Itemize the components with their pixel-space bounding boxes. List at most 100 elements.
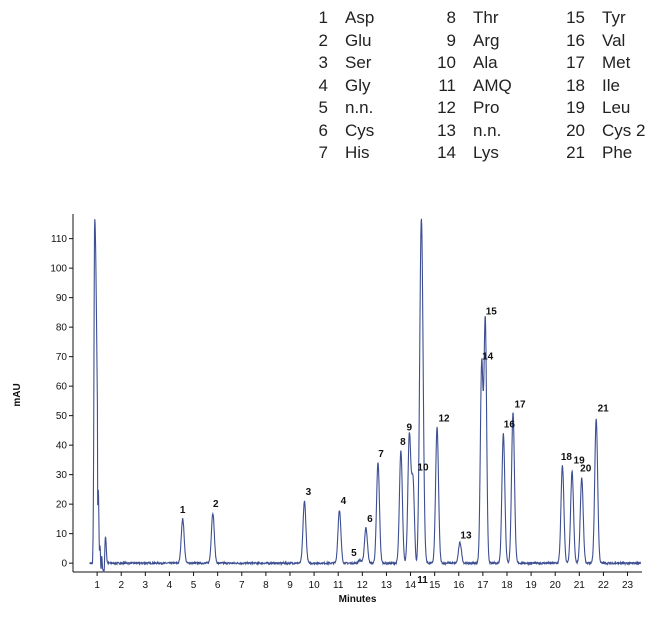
x-tick-label: 13 xyxy=(381,580,393,591)
y-tick-label: 0 xyxy=(61,559,67,570)
x-tick-label: 18 xyxy=(501,580,513,591)
legend-number: 21 xyxy=(566,143,585,162)
legend-amino-acid: Ala xyxy=(473,53,498,72)
x-tick-label: 2 xyxy=(118,580,124,591)
legend-amino-acid: AMQ xyxy=(473,75,512,95)
y-tick-label: 10 xyxy=(56,529,68,540)
legend-number: 14 xyxy=(437,143,456,162)
legend-amino-acid: Phe xyxy=(602,143,633,162)
legend-amino-acid: Thr xyxy=(473,8,499,27)
peak-label-21: 21 xyxy=(598,404,610,415)
legend-number: 19 xyxy=(566,98,585,117)
y-tick-label: 80 xyxy=(56,323,68,334)
legend-number: 5 xyxy=(318,98,328,117)
y-tick-label: 90 xyxy=(56,293,68,304)
legend-amino-acid: Ile xyxy=(602,75,620,95)
x-tick-label: 22 xyxy=(598,580,610,591)
x-tick-label: 9 xyxy=(287,580,293,591)
legend-number: 9 xyxy=(446,30,456,50)
trace-line xyxy=(89,218,642,573)
y-axis-title: mAU xyxy=(12,383,23,406)
legend-number: 16 xyxy=(566,30,585,50)
legend-number: 6 xyxy=(318,120,328,140)
legend-number: 15 xyxy=(566,8,585,27)
legend-amino-acid: Pro xyxy=(473,98,500,117)
peak-label-11: 11 xyxy=(417,575,428,586)
legend-number: 12 xyxy=(437,98,456,117)
x-tick-label: 15 xyxy=(429,580,441,591)
x-tick-label: 8 xyxy=(263,580,269,591)
legend-number: 3 xyxy=(318,53,328,72)
y-tick-label: 100 xyxy=(50,264,67,275)
x-tick-label: 20 xyxy=(550,580,562,591)
legend-number: 4 xyxy=(318,75,328,95)
legend-number: 13 xyxy=(437,120,456,140)
x-axis-title: Minutes xyxy=(339,594,377,605)
legend-amino-acid: Lys xyxy=(473,143,499,162)
legend-amino-acid: Met xyxy=(602,53,631,72)
y-tick-label: 40 xyxy=(56,441,68,452)
x-tick-label: 11 xyxy=(333,580,344,591)
x-tick-label: 4 xyxy=(167,580,173,591)
peak-label-4: 4 xyxy=(341,496,347,507)
x-tick-label: 7 xyxy=(239,580,245,591)
legend-number: 17 xyxy=(566,53,585,72)
peak-label-2: 2 xyxy=(213,499,219,510)
y-tick-label: 50 xyxy=(56,411,68,422)
legend-number: 10 xyxy=(437,53,456,72)
legend-number: 7 xyxy=(318,143,328,162)
peak-label-1: 1 xyxy=(180,505,186,516)
peak-label-6: 6 xyxy=(367,514,373,525)
legend-amino-acid: Cys 2 xyxy=(602,120,646,140)
legend-amino-acid: Glu xyxy=(345,30,372,50)
peak-label-16: 16 xyxy=(504,419,516,430)
legend-amino-acid: Gly xyxy=(345,75,371,95)
x-tick-label: 10 xyxy=(309,580,321,591)
peak-label-9: 9 xyxy=(407,422,413,433)
x-tick-label: 1 xyxy=(94,580,100,591)
peak-label-7: 7 xyxy=(378,449,384,460)
y-tick-label: 70 xyxy=(56,352,68,363)
peak-legend: 1 Asp 2 Glu 3 Ser 4 Gly 5 n.n. 6 Cys 7 His 8 Thr 9 Arg 10 A… xyxy=(0,0,660,200)
legend-amino-acid: Cys xyxy=(345,120,375,140)
peak-label-19: 19 xyxy=(574,456,586,467)
y-tick-label: 110 xyxy=(51,234,67,245)
legend-amino-acid: Ser xyxy=(345,53,372,72)
legend-number: 18 xyxy=(566,75,585,95)
peak-label-12: 12 xyxy=(439,413,451,424)
legend-amino-acid: Tyr xyxy=(602,8,626,27)
x-tick-label: 23 xyxy=(622,580,634,591)
x-tick-label: 3 xyxy=(143,580,149,591)
x-tick-label: 19 xyxy=(526,580,538,591)
x-tick-label: 12 xyxy=(357,580,369,591)
legend-amino-acid: Arg xyxy=(473,30,500,50)
legend-number: 11 xyxy=(438,75,456,95)
axes: 1 2 3 4 5 6 7 8 9 10 11 12 13 14 15 16 17 18 19 20 21 22 23010… xyxy=(50,214,642,591)
x-tick-label: 5 xyxy=(191,580,197,591)
legend-amino-acid: Asp xyxy=(345,8,375,27)
legend-amino-acid: Val xyxy=(602,30,626,50)
x-tick-label: 16 xyxy=(453,580,465,591)
legend-number: 20 xyxy=(566,120,585,140)
legend-number: 1 xyxy=(318,8,328,27)
peak-label-17: 17 xyxy=(514,400,526,411)
legend-amino-acid: n.n. xyxy=(473,120,502,140)
peak-label-14: 14 xyxy=(482,352,494,363)
x-tick-label: 21 xyxy=(574,580,586,591)
peak-label-13: 13 xyxy=(460,531,472,542)
legend-amino-acid: His xyxy=(345,143,370,162)
peak-label-8: 8 xyxy=(400,437,406,448)
peak-label-20: 20 xyxy=(580,464,592,475)
x-tick-label: 6 xyxy=(215,580,221,591)
y-tick-label: 20 xyxy=(56,500,68,511)
x-tick-label: 17 xyxy=(477,580,489,591)
y-tick-label: 30 xyxy=(56,470,68,481)
peak-label-5: 5 xyxy=(351,548,357,559)
legend-number: 8 xyxy=(446,8,456,27)
chromatogram-trace xyxy=(89,218,642,573)
peak-label-18: 18 xyxy=(561,452,573,463)
legend-amino-acid: n.n. xyxy=(345,98,374,117)
y-tick-label: 60 xyxy=(56,382,68,393)
peak-label-3: 3 xyxy=(306,487,312,498)
